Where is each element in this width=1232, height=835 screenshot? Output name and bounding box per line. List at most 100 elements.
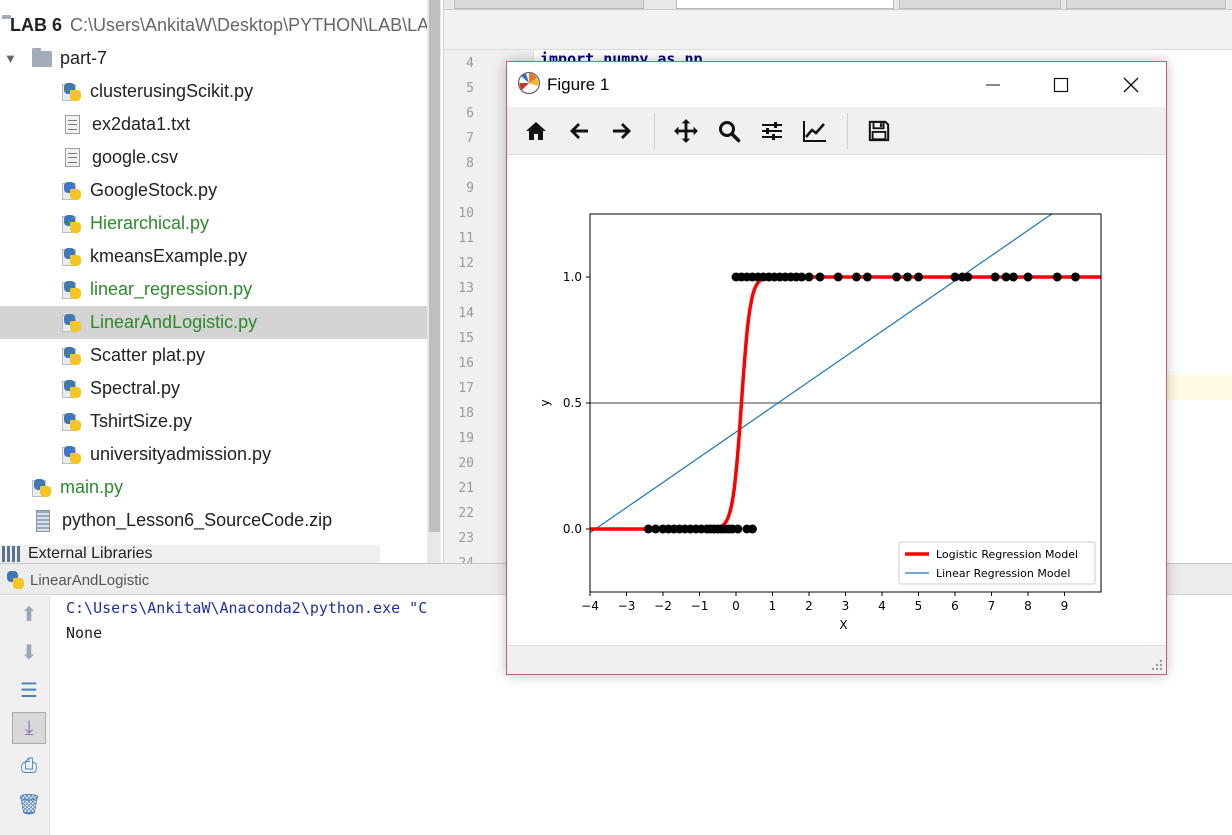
maximize-icon: [1053, 77, 1069, 92]
file-item[interactable]: Spectral.py: [0, 372, 440, 405]
file-item[interactable]: GoogleStock.py: [0, 174, 440, 207]
python-file-icon: [62, 346, 82, 366]
line-number: 16: [458, 356, 474, 371]
folder-part-7[interactable]: ▼ part-7: [0, 42, 440, 75]
line-number: 11: [458, 231, 474, 246]
zoom-button[interactable]: [711, 115, 747, 147]
file-item[interactable]: google.csv: [0, 141, 440, 174]
project-root[interactable]: LAB 6 C:\Users\AnkitaW\Desktop\PYTHON\LA…: [0, 9, 441, 42]
scroll-to-end-icon[interactable]: ⤓: [12, 712, 46, 744]
close-button[interactable]: [1097, 62, 1165, 107]
minimize-button[interactable]: [959, 62, 1027, 107]
python-file-icon: [62, 214, 82, 234]
file-name: ex2data1.txt: [92, 114, 191, 134]
folder-name: part-7: [60, 48, 108, 68]
file-name: linear_regression.py: [90, 279, 253, 299]
text-file-icon: [65, 115, 80, 134]
back-button[interactable]: [561, 115, 597, 147]
external-libraries-label: External Libraries: [28, 545, 153, 562]
scroll-down-icon[interactable]: ⬇: [20, 641, 38, 664]
configure-subplots-button[interactable]: [754, 115, 790, 147]
x-tick-label: 7: [988, 599, 996, 613]
scroll-up-icon[interactable]: ⬆: [20, 603, 38, 626]
console-command-line: C:\Users\AnkitaW\Anaconda2\python.exe "C: [66, 599, 428, 617]
file-item[interactable]: ex2data1.txt: [0, 108, 440, 141]
editor-tab[interactable]: [899, 0, 1061, 9]
external-libraries[interactable]: External Libraries: [0, 545, 380, 563]
python-file-icon: [32, 478, 52, 498]
x-tick-label: −3: [618, 599, 636, 613]
data-point: [851, 272, 861, 282]
line-number: 23: [458, 531, 474, 546]
home-icon: [526, 122, 546, 140]
data-point: [651, 524, 661, 534]
data-point: [815, 272, 825, 282]
file-name: Hierarchical.py: [90, 213, 210, 233]
forward-button[interactable]: [604, 115, 640, 147]
data-point: [1001, 272, 1011, 282]
line-number: 6: [466, 106, 474, 121]
edit-axes-button[interactable]: [797, 115, 833, 147]
file-name: Spectral.py: [90, 378, 181, 398]
editor-tab[interactable]: [1066, 0, 1226, 9]
expand-chevron-icon[interactable]: ▼: [4, 51, 17, 66]
editor-tab[interactable]: [454, 0, 644, 9]
back-arrow-icon: [570, 123, 588, 139]
figure-canvas[interactable]: −4 −3 −2 −1 0 1 2 3 4 5 6 7 8 9 0.0 0.5 1.0 Xy Logistic Re…: [507, 155, 1166, 645]
run-tab-title[interactable]: LinearAndLogistic: [30, 572, 150, 589]
line-number: 9: [466, 181, 474, 196]
data-point: [1008, 272, 1018, 282]
file-name: main.py: [60, 477, 124, 497]
x-tick-label: −1: [691, 599, 709, 613]
figure-title-bar[interactable]: Figure 1: [507, 62, 1166, 107]
home-button[interactable]: [518, 115, 554, 147]
line-number: 4: [466, 56, 474, 71]
figure-toolbar: [507, 107, 1166, 155]
soft-wrap-icon[interactable]: ☰: [20, 679, 38, 702]
data-point: [747, 524, 757, 534]
editor-tab-active[interactable]: [676, 0, 894, 9]
clear-all-icon[interactable]: 🗑: [16, 793, 42, 816]
line-number: 8: [466, 156, 474, 171]
x-tick-label: 2: [805, 599, 813, 613]
data-point: [833, 272, 843, 282]
file-item[interactable]: universityadmission.py: [0, 438, 440, 471]
line-number: 17: [458, 381, 474, 396]
line-number: 18: [458, 406, 474, 421]
file-item[interactable]: Hierarchical.py: [0, 207, 440, 240]
x-tick-label: −4: [581, 599, 599, 613]
line-number: 12: [458, 256, 474, 271]
file-item[interactable]: kmeansExample.py: [0, 240, 440, 273]
maximize-button[interactable]: [1027, 62, 1095, 107]
editor-breadcrumb-bar: [444, 10, 1232, 50]
data-point: [1070, 272, 1080, 282]
text-file-icon: [65, 148, 80, 167]
editor-tab-bar: [444, 0, 1232, 10]
legend-label: Logistic Regression Model: [936, 548, 1078, 561]
python-file-icon: [62, 412, 82, 432]
line-number: 19: [458, 431, 474, 446]
x-axis-label: X: [839, 618, 847, 632]
x-tick-label: 9: [1061, 599, 1069, 613]
file-item[interactable]: TshirtSize.py: [0, 405, 440, 438]
file-item[interactable]: linear_regression.py: [0, 273, 440, 306]
x-tick-label: 0: [732, 599, 740, 613]
run-toolbar: ⬆ ⬇ ☰ ⤓ ⎙ 🗑: [0, 596, 50, 835]
file-item[interactable]: main.py: [0, 471, 440, 504]
x-tick-label: 3: [842, 599, 850, 613]
y-axis-label: y: [538, 399, 552, 406]
file-item[interactable]: Scatter plat.py: [0, 339, 440, 372]
print-icon[interactable]: ⎙: [21, 754, 37, 777]
file-name: Scatter plat.py: [90, 345, 206, 365]
console-output-line: None: [66, 624, 103, 642]
file-item[interactable]: python_Lesson6_SourceCode.zip: [0, 504, 440, 537]
project-scrollbar-thumb[interactable]: [429, 0, 440, 532]
resize-grip-icon[interactable]: [1151, 659, 1163, 671]
file-item[interactable]: LinearAndLogistic.py: [0, 306, 440, 339]
matplotlib-figure-window[interactable]: Figure 1: [506, 61, 1167, 675]
file-item[interactable]: clusterusingScikit.py: [0, 75, 440, 108]
pan-button[interactable]: [668, 115, 704, 147]
archive-file-icon: [36, 509, 50, 532]
data-point: [990, 272, 1000, 282]
save-button[interactable]: [861, 115, 897, 147]
